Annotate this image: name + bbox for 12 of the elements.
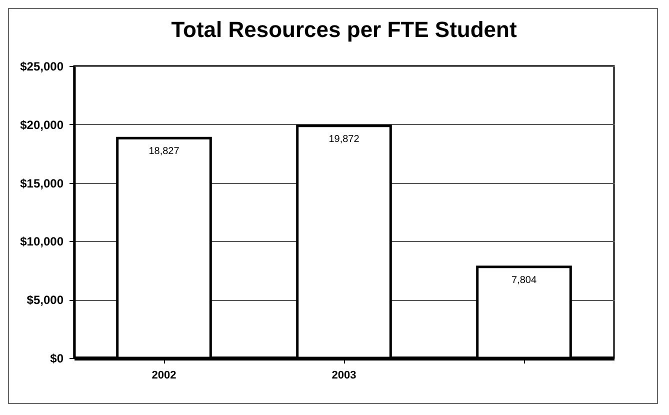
x-tick-label: 2003 [332, 370, 356, 382]
x-tick-label: 2002 [152, 370, 176, 382]
data-label: 18,827 [148, 146, 180, 158]
y-tick-label: $10,000 [20, 234, 64, 249]
y-tick-label: $0 [50, 352, 64, 366]
y-tick-label: $20,000 [20, 118, 64, 132]
data-label: 19,872 [328, 134, 360, 145]
data-label: 7,804 [511, 274, 537, 286]
chart-title: Total Resources per FTE Student [171, 17, 518, 42]
y-tick-label: $15,000 [20, 176, 64, 190]
y-tick-label: $25,000 [20, 60, 64, 74]
y-tick-label: $5,000 [26, 293, 64, 308]
